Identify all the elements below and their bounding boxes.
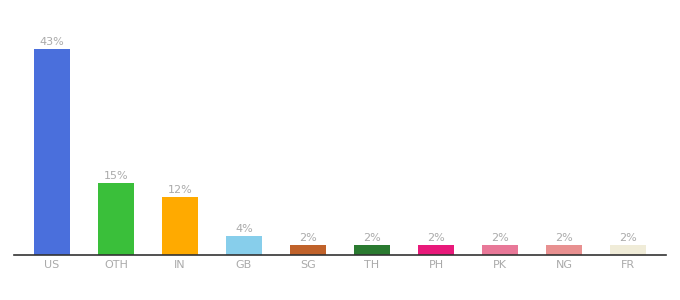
- Text: 4%: 4%: [235, 224, 253, 234]
- Text: 2%: 2%: [491, 233, 509, 244]
- Bar: [99, 183, 133, 255]
- Text: 15%: 15%: [103, 171, 129, 181]
- Bar: [226, 236, 262, 255]
- Bar: [482, 245, 517, 255]
- Text: 2%: 2%: [299, 233, 317, 244]
- Bar: [354, 245, 390, 255]
- Text: 43%: 43%: [39, 37, 65, 47]
- Text: 2%: 2%: [427, 233, 445, 244]
- Text: 2%: 2%: [555, 233, 573, 244]
- Text: 12%: 12%: [168, 185, 192, 196]
- Bar: [290, 245, 326, 255]
- Text: 2%: 2%: [619, 233, 637, 244]
- Bar: [35, 49, 69, 255]
- Text: 2%: 2%: [363, 233, 381, 244]
- Bar: [547, 245, 581, 255]
- Bar: [611, 245, 645, 255]
- Bar: [418, 245, 454, 255]
- Bar: [163, 197, 198, 255]
